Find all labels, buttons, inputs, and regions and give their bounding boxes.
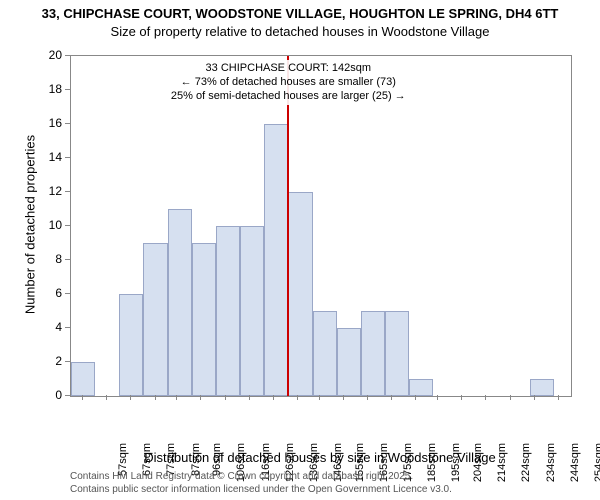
- y-tick-label: 2: [32, 354, 62, 368]
- footer-line2: Contains public sector information licen…: [70, 483, 452, 496]
- histogram-bar: [216, 226, 240, 396]
- footer-attribution: Contains HM Land Registry data © Crown c…: [70, 470, 452, 496]
- histogram-bar: [385, 311, 409, 396]
- histogram-bar: [240, 226, 264, 396]
- bars-layer: [71, 56, 571, 396]
- x-tick-mark: [319, 395, 320, 400]
- x-tick-mark: [437, 395, 438, 400]
- plot-area: 33 CHIPCHASE COURT: 142sqm ← 73% of deta…: [70, 55, 572, 397]
- y-tick-mark: [65, 55, 70, 56]
- x-tick-mark: [225, 395, 226, 400]
- histogram-bar: [71, 362, 95, 396]
- x-tick-mark: [273, 395, 274, 400]
- y-tick-mark: [65, 123, 70, 124]
- y-tick-mark: [65, 191, 70, 192]
- y-tick-label: 18: [32, 82, 62, 96]
- x-tick-mark: [82, 395, 83, 400]
- x-tick-mark: [391, 395, 392, 400]
- x-tick-label: 254sqm: [593, 443, 600, 488]
- annot-line1: 33 CHIPCHASE COURT: 142sqm: [171, 62, 406, 76]
- histogram-bar: [264, 124, 288, 396]
- y-tick-label: 20: [32, 48, 62, 62]
- footer-line1: Contains HM Land Registry data © Crown c…: [70, 470, 452, 483]
- x-tick-mark: [367, 395, 368, 400]
- x-tick-mark: [558, 395, 559, 400]
- histogram-bar: [119, 294, 143, 396]
- x-tick-mark: [461, 395, 462, 400]
- x-tick-mark: [485, 395, 486, 400]
- x-tick-mark: [510, 395, 511, 400]
- histogram-bar: [361, 311, 385, 396]
- y-tick-mark: [65, 225, 70, 226]
- y-axis-label: Number of detached properties: [23, 125, 38, 325]
- y-tick-mark: [65, 293, 70, 294]
- chart-title: 33, CHIPCHASE COURT, WOODSTONE VILLAGE, …: [0, 6, 600, 21]
- y-tick-mark: [65, 157, 70, 158]
- histogram-bar: [530, 379, 554, 396]
- x-tick-mark: [106, 395, 107, 400]
- x-axis-label: Distribution of detached houses by size …: [70, 450, 570, 465]
- y-tick-mark: [65, 259, 70, 260]
- histogram-bar: [192, 243, 216, 396]
- histogram-bar: [409, 379, 433, 396]
- y-tick-mark: [65, 89, 70, 90]
- x-tick-mark: [176, 395, 177, 400]
- x-tick-label: 244sqm: [569, 443, 581, 488]
- x-tick-mark: [297, 395, 298, 400]
- y-tick-mark: [65, 361, 70, 362]
- annotation-box: 33 CHIPCHASE COURT: 142sqm ← 73% of deta…: [165, 60, 412, 105]
- x-tick-mark: [130, 395, 131, 400]
- x-tick-mark: [200, 395, 201, 400]
- histogram-bar: [168, 209, 192, 396]
- histogram-bar: [143, 243, 167, 396]
- y-tick-label: 0: [32, 388, 62, 402]
- x-tick-mark: [249, 395, 250, 400]
- x-tick-mark: [415, 395, 416, 400]
- histogram-bar: [288, 192, 312, 396]
- y-tick-mark: [65, 327, 70, 328]
- chart-subtitle: Size of property relative to detached ho…: [0, 24, 600, 39]
- histogram-bar: [337, 328, 361, 396]
- x-tick-mark: [534, 395, 535, 400]
- histogram-bar: [313, 311, 337, 396]
- reference-line: [287, 56, 289, 396]
- x-tick-mark: [343, 395, 344, 400]
- y-tick-mark: [65, 395, 70, 396]
- annot-line3: 25% of semi-detached houses are larger (…: [171, 90, 406, 104]
- x-tick-mark: [155, 395, 156, 400]
- annot-line2: ← 73% of detached houses are smaller (73…: [171, 76, 406, 90]
